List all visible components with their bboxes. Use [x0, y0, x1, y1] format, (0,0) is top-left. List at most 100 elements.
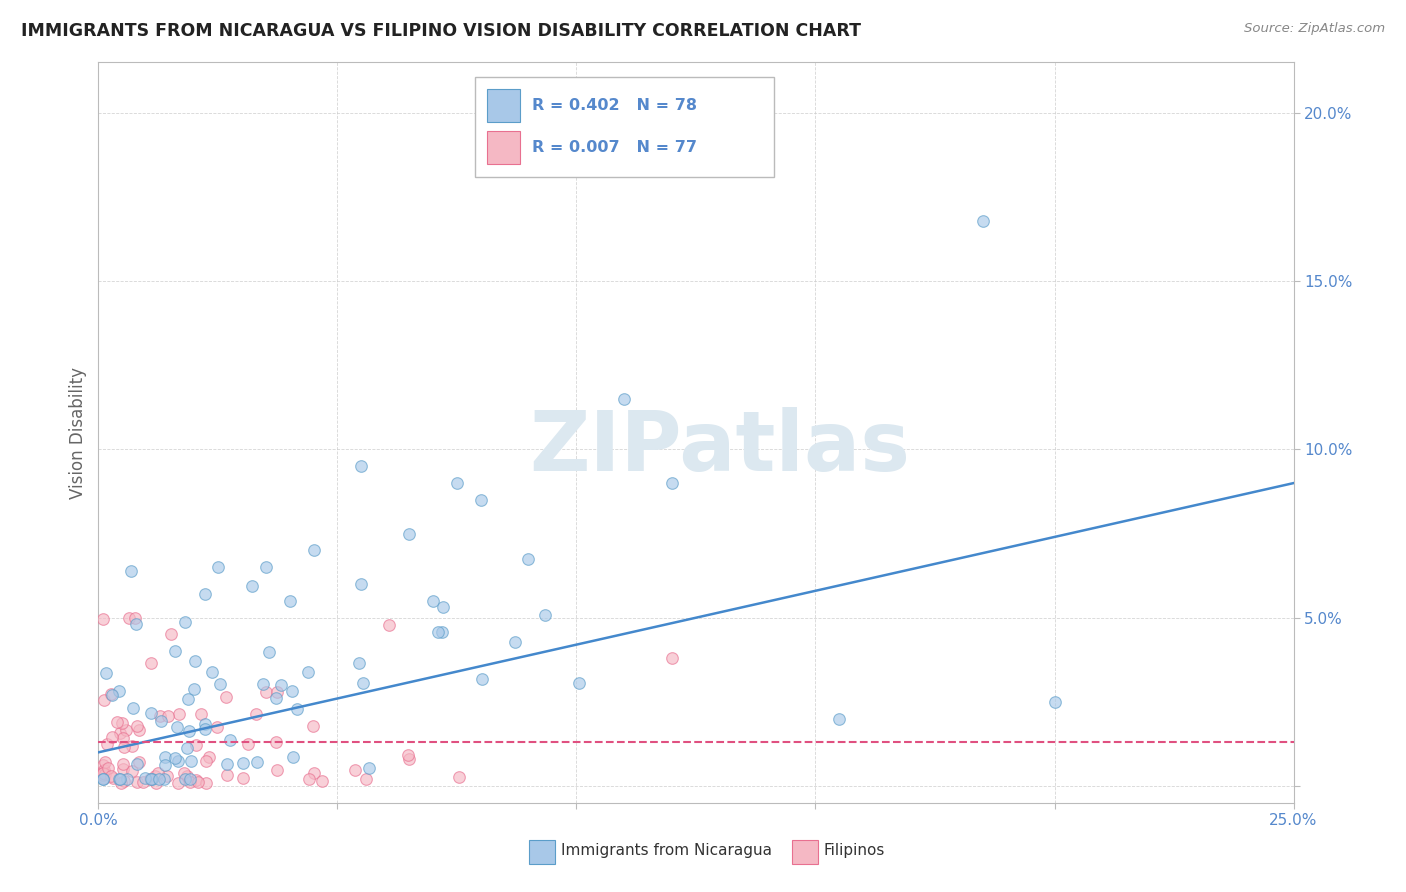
Point: [143, 769, 166, 783]
Point: [661, 476, 683, 491]
Point: [149, 709, 172, 723]
Bar: [529, 840, 555, 863]
Text: Immigrants from Nicaragua: Immigrants from Nicaragua: [561, 844, 772, 858]
Point: [661, 651, 683, 665]
Text: ZIPatlas: ZIPatlas: [530, 407, 910, 488]
Point: [167, 754, 190, 768]
Point: [121, 739, 143, 753]
Point: [264, 735, 287, 749]
Point: [427, 624, 450, 639]
Point: [194, 754, 217, 768]
Point: [270, 678, 292, 692]
Point: [197, 750, 219, 764]
Point: [298, 772, 321, 786]
Point: [398, 752, 420, 766]
Bar: [486, 89, 520, 121]
Point: [111, 716, 134, 731]
FancyBboxPatch shape: [475, 78, 773, 178]
Point: [121, 764, 143, 779]
Point: [115, 772, 138, 787]
Point: [302, 766, 325, 780]
Point: [149, 714, 172, 728]
Point: [167, 775, 190, 789]
Point: [236, 737, 259, 751]
Point: [91, 612, 114, 626]
Bar: [792, 840, 818, 863]
Point: [91, 768, 114, 782]
Point: [179, 772, 201, 787]
Point: [127, 719, 149, 733]
Point: [180, 754, 202, 768]
Point: [396, 748, 419, 763]
Point: [91, 758, 114, 772]
Point: [91, 772, 114, 787]
Point: [166, 720, 188, 734]
Point: [100, 687, 122, 701]
Point: [201, 665, 224, 679]
Point: [139, 656, 162, 670]
Point: [264, 691, 287, 706]
Point: [281, 750, 304, 764]
Point: [128, 723, 150, 737]
Point: [101, 730, 124, 744]
Point: [190, 706, 212, 721]
Point: [176, 692, 198, 706]
Point: [120, 565, 142, 579]
Point: [194, 717, 217, 731]
Point: [297, 665, 319, 680]
Point: [449, 770, 471, 784]
Point: [155, 749, 177, 764]
Point: [93, 771, 115, 785]
Point: [471, 672, 494, 686]
Point: [128, 756, 150, 770]
Point: [101, 771, 124, 785]
Point: [252, 677, 274, 691]
Point: [115, 723, 138, 738]
Point: [157, 709, 180, 723]
Point: [254, 685, 277, 699]
Point: [125, 617, 148, 632]
Point: [432, 625, 454, 640]
Point: [112, 739, 135, 754]
Point: [266, 684, 288, 698]
Point: [232, 771, 254, 785]
Point: [124, 610, 146, 624]
Point: [302, 543, 325, 558]
Point: [350, 577, 373, 591]
Point: [302, 719, 325, 733]
Point: [94, 767, 117, 781]
Point: [207, 560, 229, 574]
Point: [186, 773, 208, 788]
Text: IMMIGRANTS FROM NICARAGUA VS FILIPINO VISION DISABILITY CORRELATION CHART: IMMIGRANTS FROM NICARAGUA VS FILIPINO VI…: [21, 22, 860, 40]
Point: [174, 615, 197, 629]
Point: [352, 676, 374, 690]
Point: [139, 772, 162, 786]
Point: [194, 775, 217, 789]
Point: [217, 757, 239, 772]
Text: Source: ZipAtlas.com: Source: ZipAtlas.com: [1244, 22, 1385, 36]
Point: [568, 675, 591, 690]
Point: [148, 772, 170, 787]
Point: [111, 763, 134, 777]
Point: [350, 459, 373, 474]
Point: [132, 775, 155, 789]
Point: [533, 608, 555, 623]
Point: [152, 772, 174, 787]
Point: [141, 772, 163, 787]
Y-axis label: Vision Disability: Vision Disability: [69, 367, 87, 499]
Point: [246, 755, 269, 769]
Point: [205, 720, 228, 734]
Point: [377, 617, 399, 632]
Point: [287, 702, 309, 716]
Point: [173, 765, 195, 780]
Point: [96, 665, 118, 680]
Text: R = 0.007   N = 77: R = 0.007 N = 77: [533, 140, 697, 155]
Point: [398, 526, 420, 541]
Point: [278, 594, 301, 608]
Point: [96, 737, 118, 751]
Point: [125, 774, 148, 789]
Point: [187, 774, 209, 789]
Point: [156, 769, 179, 783]
Bar: [486, 131, 520, 164]
Point: [311, 773, 333, 788]
